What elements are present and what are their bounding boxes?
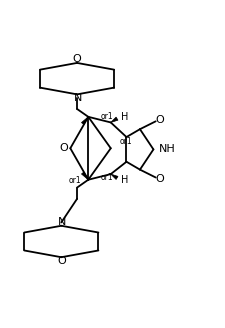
Text: O: O (59, 143, 68, 153)
Text: O: O (155, 174, 163, 184)
Text: or1: or1 (100, 173, 113, 182)
Text: or1: or1 (69, 176, 81, 185)
Text: or1: or1 (119, 137, 132, 146)
Polygon shape (81, 172, 88, 180)
Polygon shape (110, 174, 117, 179)
Text: N: N (58, 217, 66, 227)
Polygon shape (110, 117, 117, 122)
Text: NH: NH (158, 144, 175, 154)
Text: H: H (121, 175, 128, 185)
Text: O: O (57, 256, 65, 266)
Text: O: O (155, 115, 163, 125)
Text: or1: or1 (100, 112, 113, 121)
Text: O: O (72, 54, 81, 64)
Text: N: N (74, 93, 82, 103)
Polygon shape (81, 117, 88, 125)
Text: H: H (121, 112, 128, 122)
